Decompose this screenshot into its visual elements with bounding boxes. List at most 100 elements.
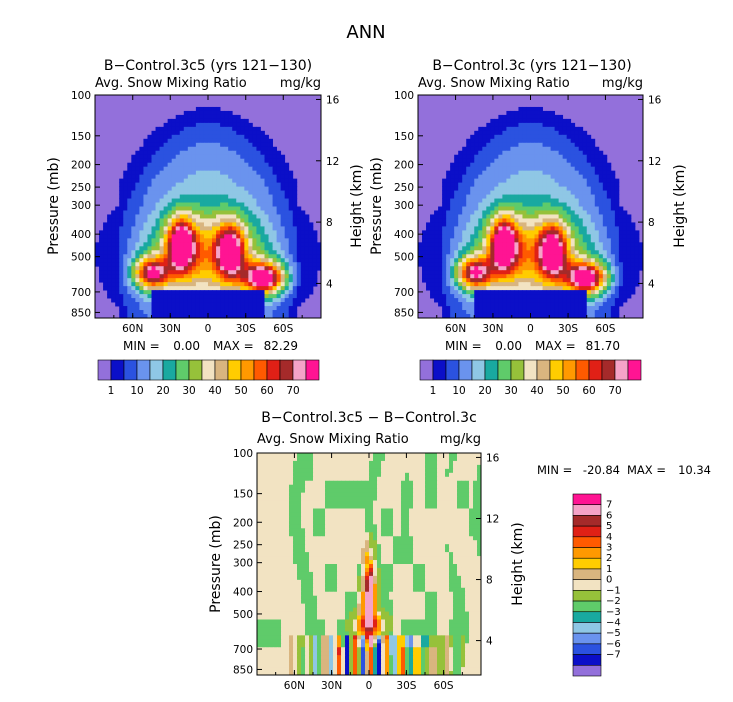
contour-cell-690	[216, 190, 221, 195]
contour-cell-3486	[442, 234, 447, 239]
contour-cell-3179	[450, 210, 455, 215]
contour-cell-2407	[546, 130, 551, 136]
contour-cell-2583	[462, 154, 467, 160]
contour-cell-4598	[353, 453, 358, 458]
contour-cell-2416	[582, 130, 588, 136]
contour-cell-1412	[312, 246, 318, 251]
contour-cell-1870	[163, 282, 169, 287]
contour-cell-2748	[490, 170, 495, 176]
contour-cell-2991	[594, 190, 600, 195]
contour-cell-4447	[462, 306, 467, 311]
contour-cell-2097	[256, 298, 261, 303]
contour-cell-357	[232, 158, 237, 164]
contour-cell-4588	[313, 453, 318, 458]
contour-cell-3865	[626, 258, 632, 263]
contour-cell-734	[216, 194, 221, 199]
contour-cell-1853	[308, 278, 314, 283]
contour-cell-531	[280, 174, 286, 180]
contour-cell-892	[127, 210, 132, 215]
y-tick-label-200: 200	[394, 160, 414, 172]
contour-cell-3697	[626, 246, 632, 251]
contour-cell-4522	[586, 310, 592, 315]
contour-cell-956	[187, 214, 193, 219]
contour-cell-1608	[199, 262, 205, 267]
contour-cell-3070	[558, 198, 564, 203]
contour-cell-3924	[638, 262, 644, 267]
contour-cell-1335	[228, 242, 233, 247]
contour-cell-1499	[212, 254, 217, 259]
contour-cell-2668	[494, 162, 499, 168]
contour-cell-1078	[272, 222, 278, 227]
contour-cell-1868	[155, 282, 160, 287]
contour-cell-1126	[256, 226, 261, 231]
colorbar-box-7	[510, 359, 525, 381]
contour-cell-1972	[155, 290, 160, 295]
contour-cell-964	[220, 214, 225, 219]
contour-cell-4702	[321, 460, 326, 466]
contour-cell-2792	[498, 174, 503, 180]
contour-cell-213	[228, 142, 233, 148]
contour-cell-1164	[195, 230, 201, 235]
contour-cell-212	[224, 142, 229, 148]
contour-cell-2052	[272, 294, 278, 299]
contour-cell-2363	[478, 126, 483, 132]
contour-cell-3074	[574, 198, 580, 203]
contour-cell-3992	[470, 270, 475, 275]
contour-cell-838	[280, 202, 286, 207]
contour-cell-468	[195, 170, 201, 176]
contour-cell-4615	[421, 453, 426, 458]
contour-cell-2725	[562, 166, 568, 172]
contour-cell-4737	[461, 460, 466, 466]
contour-cell-4357	[470, 298, 475, 303]
contour-cell-3853	[578, 258, 584, 263]
contour-cell-182	[232, 138, 237, 144]
contour-cell-625	[131, 186, 136, 191]
contour-cell-3093	[474, 202, 479, 207]
contour-cell-3586	[626, 238, 632, 243]
contour-cell-2370	[506, 126, 511, 132]
contour-cell-3116	[566, 202, 572, 207]
contour-cell-3018	[526, 194, 531, 199]
contour-cell-1921	[155, 286, 160, 291]
contour-cell-1654	[163, 266, 169, 271]
contour-cell-2712	[510, 166, 515, 172]
contour-cell-2652	[586, 158, 592, 164]
contour-cell-1681	[272, 266, 278, 271]
contour-cell-4191	[622, 282, 628, 287]
contour-cell-358	[236, 158, 241, 164]
contour-cell-142	[195, 134, 201, 140]
contour-cell-2562	[526, 150, 531, 156]
contour-cell-4408	[486, 302, 491, 307]
contour-cell-2918	[478, 186, 483, 191]
y-tick-label-700: 700	[394, 287, 414, 299]
contour-cell-199	[171, 142, 177, 148]
contour-cell-2316	[542, 114, 547, 120]
contour-cell-3900	[542, 262, 547, 267]
contour-cell-717	[147, 194, 152, 199]
contour-cell-23	[195, 114, 201, 120]
contour-cell-452	[131, 170, 136, 176]
contour-cell-3284	[474, 218, 479, 223]
contour-cell-669	[131, 190, 136, 195]
contour-cell-2222	[212, 310, 217, 315]
contour-cell-4600	[361, 453, 366, 458]
contour-cell-2788	[482, 174, 487, 180]
contour-cell-4706	[337, 460, 342, 466]
contour-cell-1673	[240, 266, 245, 271]
contour-cell-1174	[236, 230, 241, 235]
contour-cell-1812	[143, 278, 148, 283]
contour-cell-726	[183, 194, 189, 199]
contour-cell-3713	[466, 250, 471, 255]
contour-cell-4670	[417, 456, 422, 462]
contour-cell-1843	[268, 278, 273, 283]
contour-cell-1510	[256, 254, 261, 259]
y-tick-label-850: 850	[394, 307, 414, 319]
contour-cell-3723	[506, 250, 511, 255]
contour-cell-1670	[228, 266, 233, 271]
contour-cell-2321	[490, 118, 495, 124]
y-tick-label-400: 400	[71, 229, 91, 241]
contour-cell-3088	[454, 202, 459, 207]
contour-cell-2411	[562, 130, 568, 136]
contour-cell-3465	[574, 230, 580, 235]
contour-cell-4708	[345, 460, 350, 466]
